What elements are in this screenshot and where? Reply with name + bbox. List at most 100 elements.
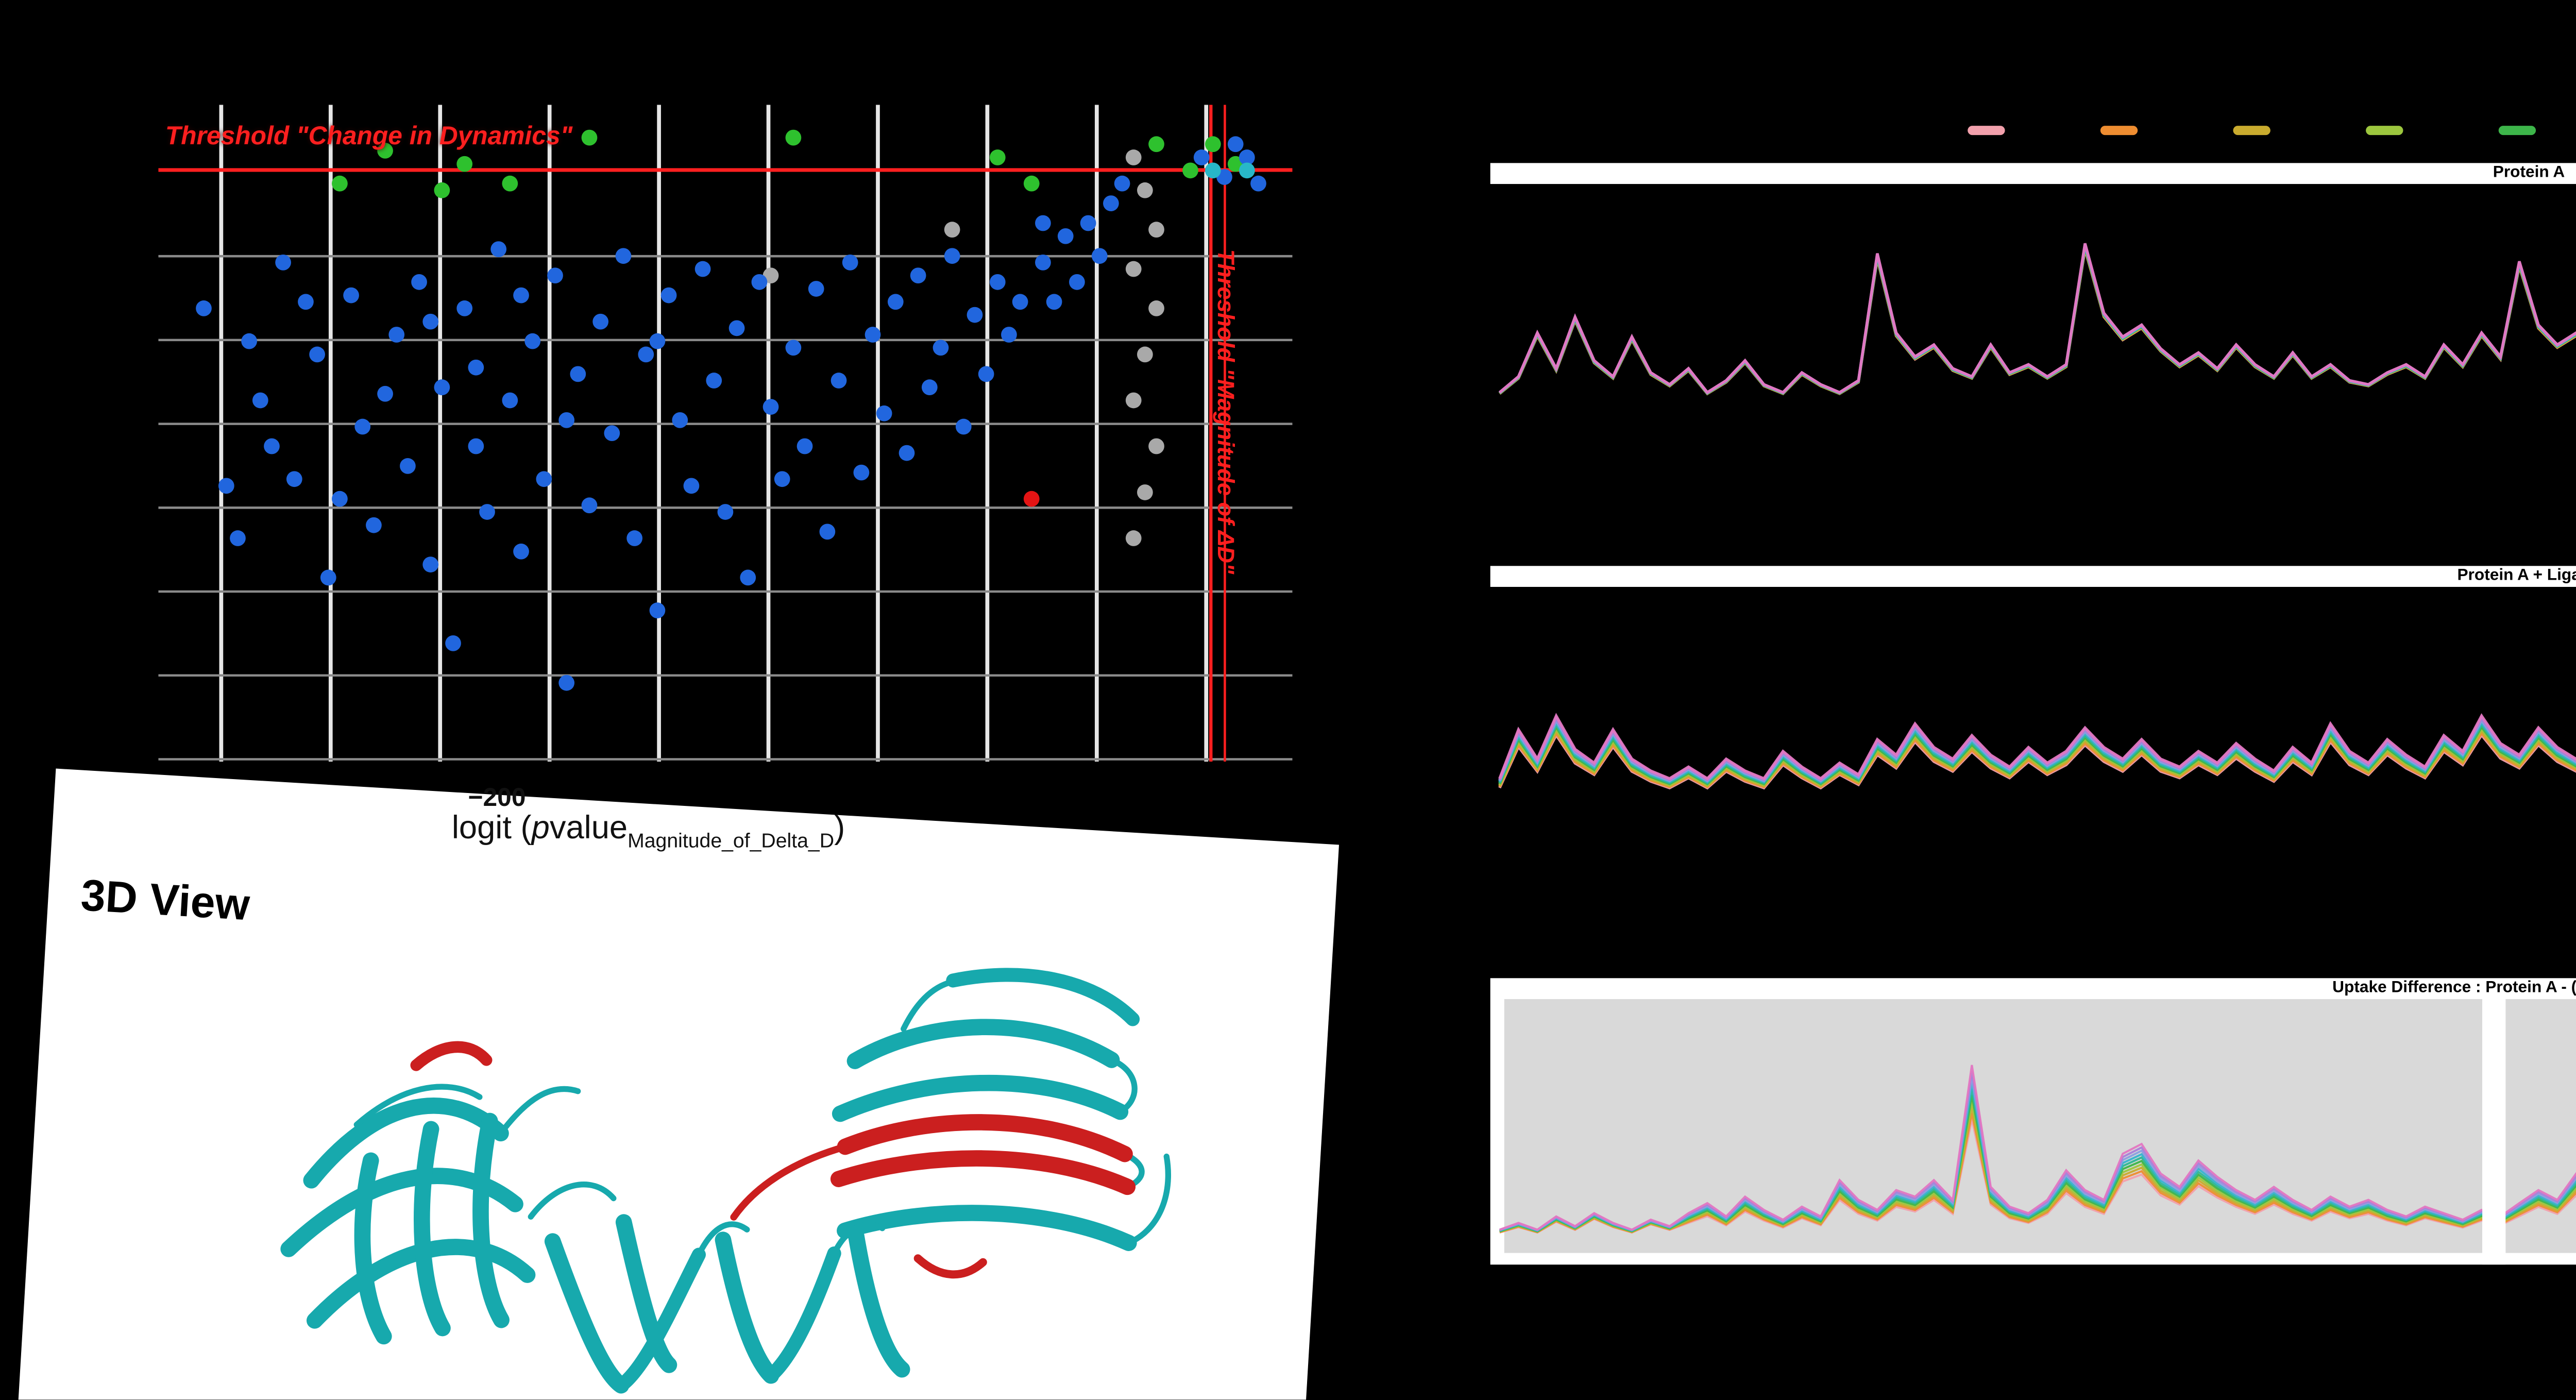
- volcano-point[interactable]: [978, 366, 994, 382]
- volcano-point[interactable]: [1023, 175, 1040, 192]
- uptake-series-line[interactable]: [1498, 685, 2576, 787]
- volcano-point[interactable]: [1239, 149, 1255, 165]
- volcano-point[interactable]: [592, 313, 609, 330]
- volcano-point[interactable]: [649, 333, 666, 349]
- volcano-point[interactable]: [456, 156, 473, 172]
- volcano-point[interactable]: [434, 182, 450, 198]
- volcano-point[interactable]: [343, 287, 359, 303]
- volcano-point[interactable]: [1091, 248, 1108, 264]
- uptake-series-line[interactable]: [1499, 1089, 2576, 1232]
- volcano-point[interactable]: [377, 385, 393, 402]
- uptake-series-line[interactable]: [1499, 1071, 2576, 1232]
- volcano-point[interactable]: [581, 497, 598, 514]
- legend-dash[interactable]: [2233, 126, 2270, 134]
- volcano-point[interactable]: [332, 491, 348, 507]
- volcano-point[interactable]: [989, 149, 1006, 165]
- volcano-point[interactable]: [1205, 136, 1221, 153]
- volcano-point[interactable]: [1250, 175, 1266, 192]
- volcano-point[interactable]: [853, 464, 870, 481]
- volcano-point[interactable]: [332, 175, 348, 192]
- uptake-series-line[interactable]: [1499, 243, 2576, 395]
- volcano-point[interactable]: [570, 366, 586, 382]
- volcano-point[interactable]: [524, 333, 541, 349]
- volcano-point[interactable]: [808, 281, 824, 297]
- volcano-point[interactable]: [468, 438, 484, 454]
- volcano-point[interactable]: [694, 261, 711, 277]
- volcano-point[interactable]: [1103, 195, 1119, 211]
- volcano-point[interactable]: [422, 556, 439, 572]
- volcano-point[interactable]: [944, 248, 960, 264]
- volcano-point[interactable]: [298, 294, 314, 310]
- volcano-point[interactable]: [717, 504, 734, 520]
- uptake-series-line[interactable]: [1499, 1083, 2576, 1232]
- volcano-point[interactable]: [1137, 182, 1153, 198]
- volcano-point[interactable]: [218, 478, 234, 494]
- volcano-point[interactable]: [1125, 392, 1142, 409]
- volcano-point[interactable]: [502, 175, 518, 192]
- volcano-point[interactable]: [1035, 215, 1051, 231]
- volcano-point[interactable]: [490, 241, 507, 257]
- uptake-series-line[interactable]: [1499, 248, 2576, 399]
- volcano-point[interactable]: [354, 418, 371, 435]
- volcano-point[interactable]: [944, 222, 960, 238]
- uptake-series-line[interactable]: [1499, 1065, 2576, 1231]
- volcano-point[interactable]: [1137, 346, 1153, 363]
- volcano-point[interactable]: [411, 274, 427, 290]
- uptake-series-line[interactable]: [1499, 1107, 2576, 1233]
- volcano-point[interactable]: [366, 517, 382, 533]
- uptake-series-line[interactable]: [1499, 1113, 2576, 1234]
- protein-a-chart-svg[interactable]: [1490, 184, 2576, 566]
- volcano-point[interactable]: [785, 340, 802, 356]
- volcano-point[interactable]: [536, 471, 552, 487]
- volcano-point[interactable]: [1012, 294, 1028, 310]
- volcano-point[interactable]: [456, 300, 473, 316]
- volcano-point[interactable]: [1057, 228, 1074, 244]
- volcano-plot-svg[interactable]: [158, 105, 1293, 762]
- 3d-view-panel[interactable]: 3D View: [14, 768, 1340, 1400]
- volcano-point[interactable]: [581, 129, 598, 146]
- uptake-difference-chart-svg[interactable]: [1490, 999, 2576, 1265]
- volcano-point[interactable]: [615, 248, 632, 264]
- volcano-point[interactable]: [921, 379, 938, 396]
- volcano-point[interactable]: [774, 471, 790, 487]
- volcano-point[interactable]: [502, 392, 518, 409]
- volcano-point[interactable]: [1137, 484, 1153, 500]
- volcano-point[interactable]: [638, 346, 654, 363]
- volcano-point[interactable]: [1148, 300, 1164, 316]
- panel-title-protein-a-ligand[interactable]: Protein A + Ligand: [1490, 566, 2576, 587]
- volcano-point[interactable]: [558, 412, 575, 428]
- volcano-point[interactable]: [1148, 222, 1164, 238]
- volcano-point[interactable]: [264, 438, 280, 454]
- volcano-point[interactable]: [1069, 274, 1085, 290]
- volcano-point[interactable]: [876, 405, 892, 421]
- panel-title-uptake-difference[interactable]: Uptake Difference : Protein A - (Protein…: [1490, 978, 2576, 999]
- volcano-point[interactable]: [558, 674, 575, 691]
- volcano-point[interactable]: [196, 300, 212, 316]
- volcano-point[interactable]: [751, 274, 768, 290]
- volcano-point[interactable]: [989, 274, 1006, 290]
- uptake-series-line[interactable]: [1499, 1119, 2576, 1234]
- volcano-point[interactable]: [762, 399, 779, 415]
- volcano-point[interactable]: [468, 359, 484, 376]
- volcano-point[interactable]: [377, 143, 393, 159]
- legend-dash[interactable]: [2100, 126, 2138, 134]
- volcano-point[interactable]: [933, 340, 949, 356]
- volcano-point[interactable]: [434, 379, 450, 396]
- panel-title-protein-a[interactable]: Protein A: [1490, 163, 2576, 184]
- volcano-point[interactable]: [1125, 149, 1142, 165]
- volcano-point[interactable]: [1227, 136, 1244, 153]
- volcano-point[interactable]: [1046, 294, 1062, 310]
- volcano-point[interactable]: [1182, 162, 1198, 179]
- protein-structure[interactable]: [132, 845, 1283, 1399]
- volcano-point[interactable]: [320, 569, 336, 586]
- uptake-series-line[interactable]: [1499, 1094, 2576, 1233]
- volcano-point[interactable]: [728, 320, 745, 336]
- volcano-point[interactable]: [388, 327, 405, 343]
- volcano-point[interactable]: [513, 543, 529, 560]
- volcano-point[interactable]: [309, 346, 325, 363]
- volcano-point[interactable]: [796, 438, 813, 454]
- uptake-series-line[interactable]: [1498, 646, 2576, 781]
- volcano-point[interactable]: [706, 373, 722, 389]
- legend-dash[interactable]: [2366, 126, 2403, 134]
- volcano-point[interactable]: [740, 569, 756, 586]
